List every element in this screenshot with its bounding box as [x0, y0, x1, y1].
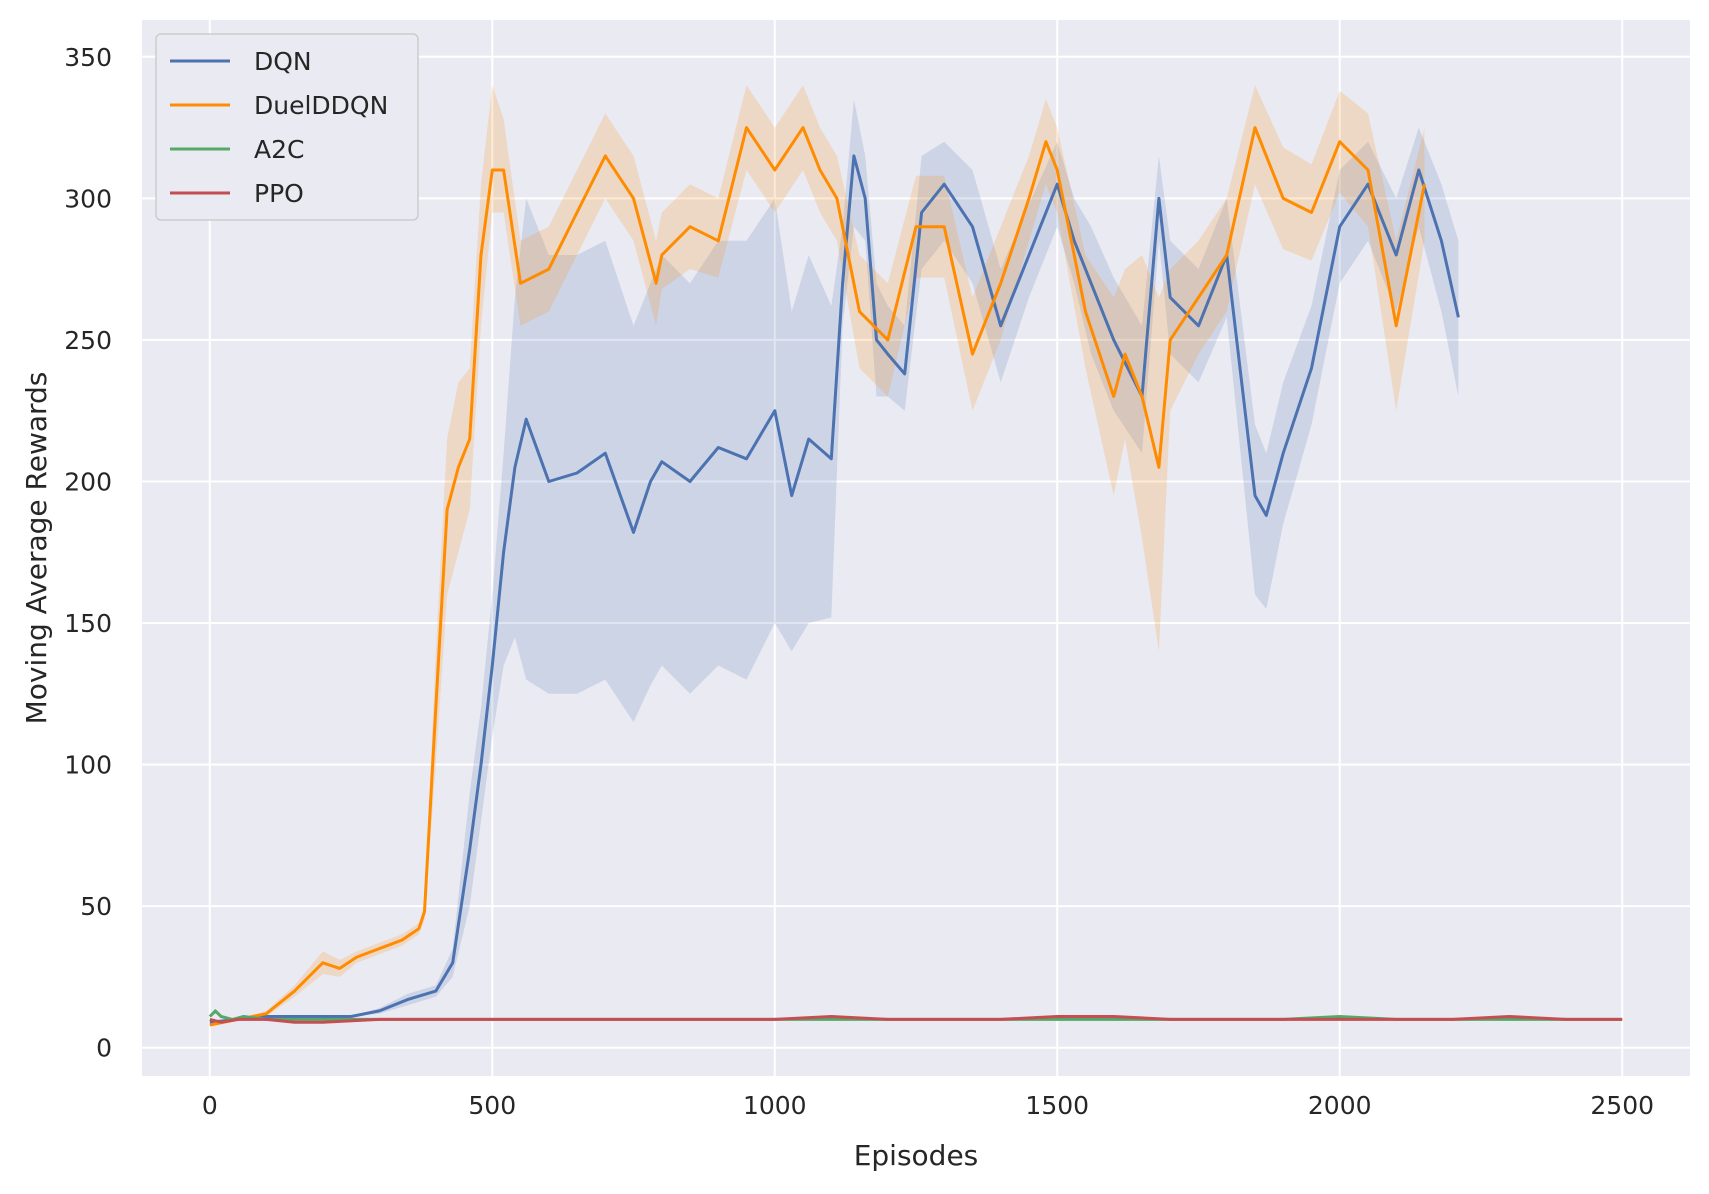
legend-label-duelddqn: DuelDDQN — [254, 91, 388, 120]
y-tick-350: 350 — [64, 43, 112, 72]
y-tick-300: 300 — [64, 184, 112, 213]
y-tick-50: 50 — [80, 892, 112, 921]
line-duelddqn — [209, 126, 1426, 1027]
legend-box — [155, 33, 419, 221]
y-tick-250: 250 — [64, 326, 112, 355]
legend-label-ppo: PPO — [254, 179, 304, 208]
line-dqn — [209, 154, 1460, 1024]
y-tick-200: 200 — [64, 467, 112, 496]
x-axis-label: Episodes — [854, 1139, 979, 1172]
y-tick-100: 100 — [64, 751, 112, 780]
legend-label-dqn: DQN — [254, 47, 312, 76]
x-tick-500: 500 — [468, 1091, 516, 1120]
x-tick-labels: 0 500 1000 1500 2000 2500 — [202, 1091, 1654, 1120]
grid — [142, 20, 1690, 1076]
series-lines — [208, 126, 1623, 1027]
x-tick-0: 0 — [202, 1091, 218, 1120]
y-tick-labels: 0 50 100 150 200 250 300 350 — [64, 43, 112, 1063]
legend: DQN DuelDDQN A2C PPO — [155, 33, 419, 221]
band-duelddqn — [209, 85, 1425, 1026]
line-ppo — [209, 1015, 1623, 1024]
x-tick-2500: 2500 — [1590, 1091, 1654, 1120]
x-tick-1000: 1000 — [743, 1091, 807, 1120]
y-tick-150: 150 — [64, 609, 112, 638]
x-tick-2000: 2000 — [1308, 1091, 1372, 1120]
y-axis-label: Moving Average Rewards — [20, 372, 53, 725]
y-tick-0: 0 — [96, 1034, 112, 1063]
legend-label-a2c: A2C — [254, 135, 304, 164]
x-tick-1500: 1500 — [1025, 1091, 1089, 1120]
